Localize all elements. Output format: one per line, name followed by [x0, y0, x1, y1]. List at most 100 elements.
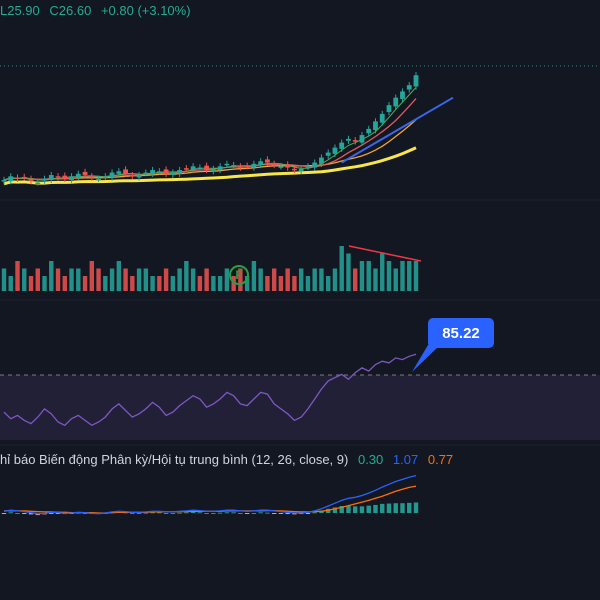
volume-bar	[96, 268, 101, 291]
macd-histogram-bar	[325, 508, 331, 513]
volume-bar	[244, 276, 250, 291]
low-value: L25.90	[0, 3, 40, 18]
volume-bar	[103, 276, 108, 291]
ohlc-legend: L25.90 C26.60 +0.80 (+3.10%)	[0, 3, 197, 18]
ma-slow-line	[3, 146, 417, 186]
candle-body	[210, 168, 216, 172]
macd-histogram-bar	[400, 503, 405, 513]
volume-bar	[258, 268, 263, 291]
volume-bar	[400, 261, 405, 291]
candle-body	[102, 176, 108, 178]
macd-histogram-bar	[177, 512, 182, 514]
macd-line-value: 1.07	[392, 452, 419, 467]
rsi-value-badge: 85.22	[428, 318, 494, 348]
candle-body	[190, 166, 196, 171]
candle-body	[352, 140, 358, 142]
macd-histogram-bar	[413, 502, 419, 513]
macd-histogram-value: 0.30	[357, 452, 384, 467]
macd-histogram-bar	[82, 513, 88, 514]
macd-histogram-bar	[150, 512, 155, 514]
volume-bar	[211, 276, 216, 291]
volume-bar	[373, 268, 378, 291]
macd-histogram-bar	[224, 512, 230, 514]
macd-histogram-bar	[305, 513, 311, 514]
volume-bar	[292, 276, 297, 291]
candle-body	[271, 163, 277, 166]
macd-histogram-bar	[197, 512, 203, 514]
macd-histogram-bar	[285, 513, 290, 515]
macd-histogram-bar	[258, 512, 263, 514]
candle-body	[116, 171, 122, 174]
candle-body	[75, 173, 81, 178]
macd-histogram-bar	[244, 513, 250, 514]
candle-body	[224, 163, 230, 166]
macd-histogram-bar	[231, 512, 236, 514]
volume-bar	[332, 268, 338, 291]
candle-body	[305, 166, 311, 168]
volume-bar	[319, 268, 324, 291]
volume-bar	[130, 276, 135, 291]
candle-body	[406, 85, 412, 90]
candle-body	[332, 147, 338, 154]
candle-body	[258, 161, 264, 166]
volume-bar	[224, 268, 230, 291]
volume-bar	[339, 246, 344, 291]
candle-body	[143, 172, 149, 175]
candle-body	[109, 172, 115, 178]
candle-body	[96, 178, 101, 181]
volume-bar	[109, 268, 115, 291]
candle-body	[69, 176, 74, 181]
candle-body	[386, 105, 392, 113]
macd-histogram-bar	[292, 513, 297, 515]
volume-bar	[271, 268, 277, 291]
volume-bar	[265, 276, 270, 291]
volume-bar	[157, 276, 162, 291]
macd-histogram-bar	[265, 512, 270, 514]
close-value: C26.60	[49, 3, 92, 18]
candle-body	[1, 180, 7, 182]
volume-bar	[1, 268, 7, 291]
candle-body	[251, 163, 257, 168]
volume-bar	[55, 268, 61, 291]
volume-bar	[28, 276, 34, 291]
volume-bar	[325, 276, 331, 291]
volume-bar	[89, 261, 95, 291]
volume-bar	[136, 268, 142, 291]
candle-body	[21, 176, 27, 179]
candle-body	[298, 168, 304, 172]
volume-bar	[353, 268, 358, 291]
volume-divergence-line	[348, 245, 422, 262]
candle-body	[89, 176, 95, 178]
volume-bar	[413, 261, 419, 291]
volume-bar	[170, 276, 176, 291]
macd-histogram-bar	[28, 513, 34, 515]
candle-body	[393, 97, 399, 107]
macd-histogram-bar	[373, 504, 378, 513]
volume-bar	[184, 261, 189, 291]
volume-bar	[386, 261, 392, 291]
volume-bar	[359, 261, 365, 291]
candle-body	[312, 162, 318, 168]
macd-histogram-bar	[359, 506, 365, 513]
macd-histogram-bar	[346, 505, 351, 513]
candle-body	[325, 152, 331, 156]
macd-histogram-bar	[55, 513, 61, 514]
event-marker-badge[interactable]: F	[229, 265, 249, 285]
volume-bar	[8, 276, 13, 291]
macd-histogram-bar	[407, 502, 412, 513]
macd-histogram-bar	[163, 513, 169, 514]
macd-histogram-bar	[130, 513, 135, 514]
macd-histogram-bar	[190, 511, 196, 513]
macd-histogram-bar	[184, 512, 189, 514]
candle-body	[35, 182, 41, 185]
volume-bar	[116, 261, 122, 291]
macd-histogram-bar	[217, 512, 223, 514]
volume-bar	[251, 261, 257, 291]
volume-bar	[150, 276, 155, 291]
macd-histogram-bar	[143, 512, 149, 514]
macd-histogram-bar	[136, 513, 142, 514]
volume-bar	[366, 261, 371, 291]
volume-bar	[22, 268, 27, 291]
volume-bar	[69, 268, 74, 291]
